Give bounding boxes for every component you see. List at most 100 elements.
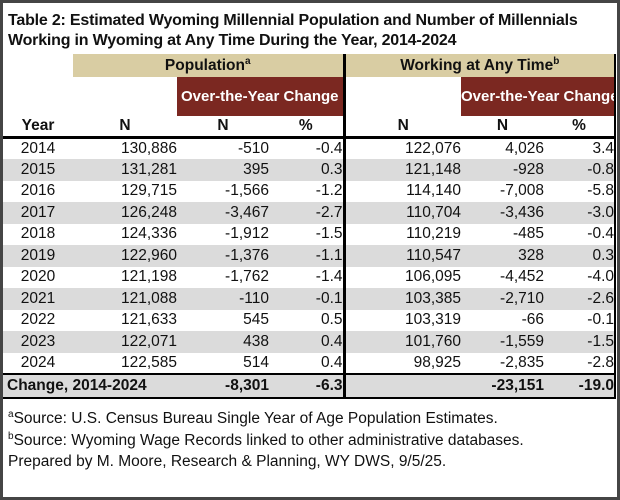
pop-change-n-cell: -1,912 <box>225 225 269 243</box>
oty-spacer-3 <box>344 77 461 116</box>
work-n-column-header: N <box>344 116 461 139</box>
work-change-n-cell: -4,452 <box>500 268 544 286</box>
pop-change-pct-cell: -0.1 <box>269 288 346 310</box>
work-change-pct-cell: -3.0 <box>544 202 617 224</box>
work-change-pct-cell: -2.8 <box>544 352 617 374</box>
oty-spacer-2 <box>73 77 177 116</box>
table-row-2015: 2015 131,281 395 0.3 121,148 -928 -0.8 <box>3 159 617 181</box>
year-column-header: Year <box>3 116 73 139</box>
population-group-label: Population <box>164 56 245 74</box>
pop-n-cell: 122,585 <box>120 353 177 371</box>
year-cell: 2016 <box>20 182 56 200</box>
pop-change-pct-cell: -1.1 <box>269 245 346 267</box>
pop-n-cell: 126,248 <box>120 203 177 221</box>
group-header-row: Populationa Working at Any Timeb <box>3 54 617 77</box>
work-change-pct-cell: -1.5 <box>544 331 617 353</box>
working-group-header: Working at Any Timeb <box>344 54 617 77</box>
pop-n-cell: 121,088 <box>120 289 177 307</box>
oty-spacer-1 <box>3 77 73 116</box>
pop-n-column-header: N <box>73 116 177 139</box>
footnote-source-a: aSource: U.S. Census Bureau Single Year … <box>8 408 613 430</box>
work-change-n-cell: 328 <box>518 246 544 264</box>
summary-work-change-n-cell: -23,151 <box>461 373 544 399</box>
work-n-cell: 103,385 <box>404 289 461 307</box>
work-change-pct-cell: -5.8 <box>544 180 617 202</box>
table-row-2023: 2023 122,071 438 0.4 101,760 -1,559 -1.5 <box>3 331 617 353</box>
footnote-b-mark: b <box>8 430 14 442</box>
year-cell: 2020 <box>20 268 56 286</box>
pop-n-cell: 130,886 <box>120 140 177 157</box>
year-cell: 2019 <box>20 246 56 264</box>
work-n-cell: 110,547 <box>406 246 461 264</box>
work-change-n-cell: -485 <box>512 225 544 243</box>
work-change-n-cell: -928 <box>512 160 544 178</box>
column-header-row: Year N N % N N % <box>3 116 617 139</box>
footnote-prepared-text: Prepared by M. Moore, Research & Plannin… <box>8 453 447 470</box>
work-change-n-cell: -3,436 <box>500 203 544 221</box>
summary-pop-change-pct-cell: -6.3 <box>269 373 346 399</box>
footnote-a-text: Source: U.S. Census Bureau Single Year o… <box>13 410 498 427</box>
work-n-cell: 101,760 <box>404 332 461 350</box>
work-change-pct-cell: -0.4 <box>544 223 617 245</box>
pop-change-n-cell: -1,566 <box>225 182 269 200</box>
pop-change-pct-column-header: % <box>269 116 346 139</box>
table-title: Table 2: Estimated Wyoming Millennial Po… <box>8 11 613 50</box>
footnotes: aSource: U.S. Census Bureau Single Year … <box>8 408 613 473</box>
working-footnote-mark: b <box>553 55 560 67</box>
year-cell: 2015 <box>20 160 56 178</box>
table-title-line-1: Table 2: Estimated Wyoming Millennial Po… <box>8 12 578 29</box>
working-oty-header: Over-the-Year Change <box>461 77 617 116</box>
pop-change-pct-cell: 0.4 <box>269 331 346 353</box>
pop-change-n-column-header: N <box>177 116 269 139</box>
population-group-header: Populationa <box>73 54 346 77</box>
pop-change-pct-cell: 0.3 <box>269 159 346 181</box>
pop-n-cell: 121,633 <box>120 311 177 329</box>
pop-change-n-cell: -1,376 <box>225 246 269 264</box>
work-n-cell: 121,148 <box>404 160 461 178</box>
summary-work-n-cell <box>344 373 461 399</box>
pop-change-pct-cell: 0.4 <box>269 352 346 374</box>
work-n-cell: 110,219 <box>406 225 461 243</box>
year-cell: 2023 <box>20 332 56 350</box>
pop-change-pct-cell: -2.7 <box>269 202 346 224</box>
pop-n-cell: 121,198 <box>120 268 177 286</box>
pop-change-pct-cell: -0.4 <box>269 137 346 159</box>
pop-change-pct-cell: -1.2 <box>269 180 346 202</box>
pop-change-n-cell: 514 <box>243 353 269 371</box>
pop-change-n-cell: 438 <box>243 332 269 350</box>
population-oty-header: Over-the-Year Change <box>177 77 346 116</box>
pop-n-cell: 122,960 <box>120 246 177 264</box>
year-cell: 2014 <box>20 140 56 157</box>
work-change-pct-column-header: % <box>544 116 617 139</box>
group-header-spacer <box>3 54 73 77</box>
work-change-n-cell: -7,008 <box>500 182 544 200</box>
work-n-cell: 98,925 <box>413 353 461 371</box>
table-row-2018: 2018 124,336 -1,912 -1.5 110,219 -485 -0.4 <box>3 223 617 245</box>
pop-n-cell: 129,715 <box>120 182 177 200</box>
year-cell: 2024 <box>20 353 56 371</box>
working-group-label: Working at Any Time <box>400 56 554 74</box>
work-change-n-cell: -1,559 <box>500 332 544 350</box>
work-change-pct-cell: -0.8 <box>544 159 617 181</box>
summary-pop-change-n-cell: -8,301 <box>177 373 269 399</box>
work-change-pct-cell: 0.3 <box>544 245 617 267</box>
work-n-cell: 122,076 <box>404 140 461 157</box>
table-row-2021: 2021 121,088 -110 -0.1 103,385 -2,710 -2.6 <box>3 288 617 310</box>
work-change-pct-cell: -2.6 <box>544 288 617 310</box>
pop-change-pct-cell: -1.4 <box>269 266 346 288</box>
table-title-line-2: Working in Wyoming at Any Time During th… <box>8 31 457 49</box>
pop-n-cell: 131,281 <box>120 160 177 178</box>
work-n-cell: 114,140 <box>406 182 461 200</box>
pop-change-pct-cell: -1.5 <box>269 223 346 245</box>
table-row-2016: 2016 129,715 -1,566 -1.2 114,140 -7,008 -5.8 <box>3 180 617 202</box>
pop-change-n-cell: -1,762 <box>225 268 269 286</box>
over-the-year-header-row: Over-the-Year Change Over-the-Year Chang… <box>3 77 617 116</box>
work-n-cell: 106,095 <box>404 268 461 286</box>
table-row-2017: 2017 126,248 -3,467 -2.7 110,704 -3,436 -3.0 <box>3 202 617 224</box>
footnote-prepared-by: Prepared by M. Moore, Research & Plannin… <box>8 451 613 473</box>
population-footnote-mark: a <box>245 55 251 67</box>
footnote-a-mark: a <box>8 408 14 420</box>
work-change-n-cell: -66 <box>521 311 544 329</box>
work-change-pct-cell: -4.0 <box>544 266 617 288</box>
